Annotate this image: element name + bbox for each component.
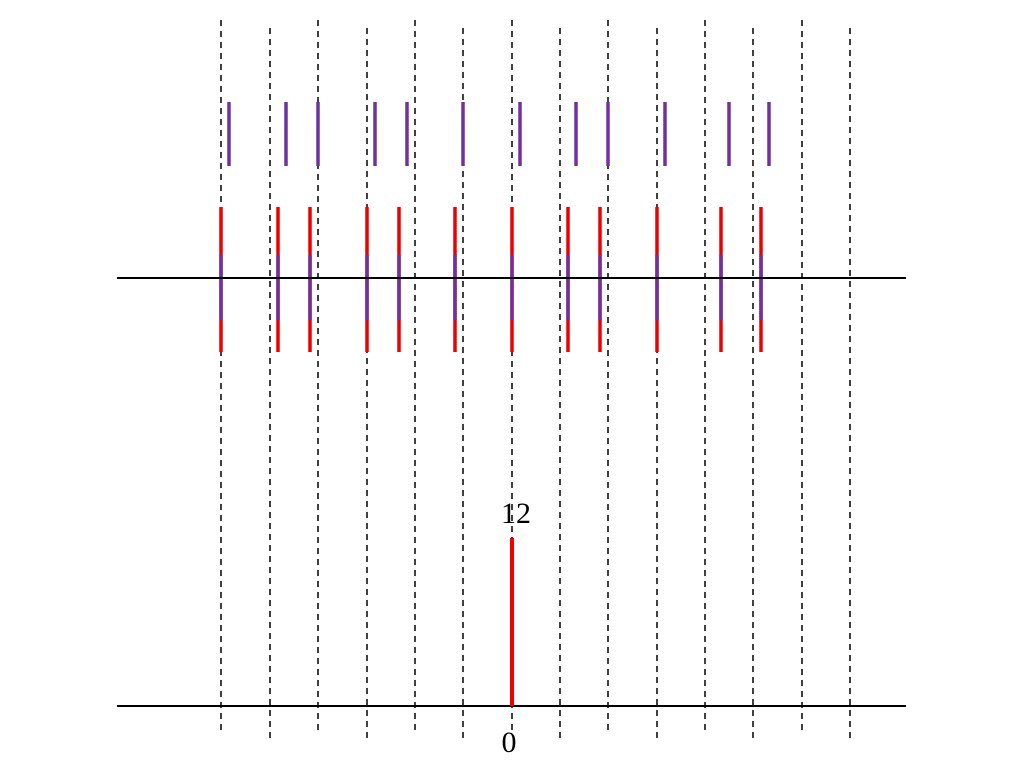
dashed-guides [220,20,851,740]
top-label: 12 [501,497,531,530]
tick-groups [219,102,771,352]
bottom-label: 0 [502,726,517,759]
